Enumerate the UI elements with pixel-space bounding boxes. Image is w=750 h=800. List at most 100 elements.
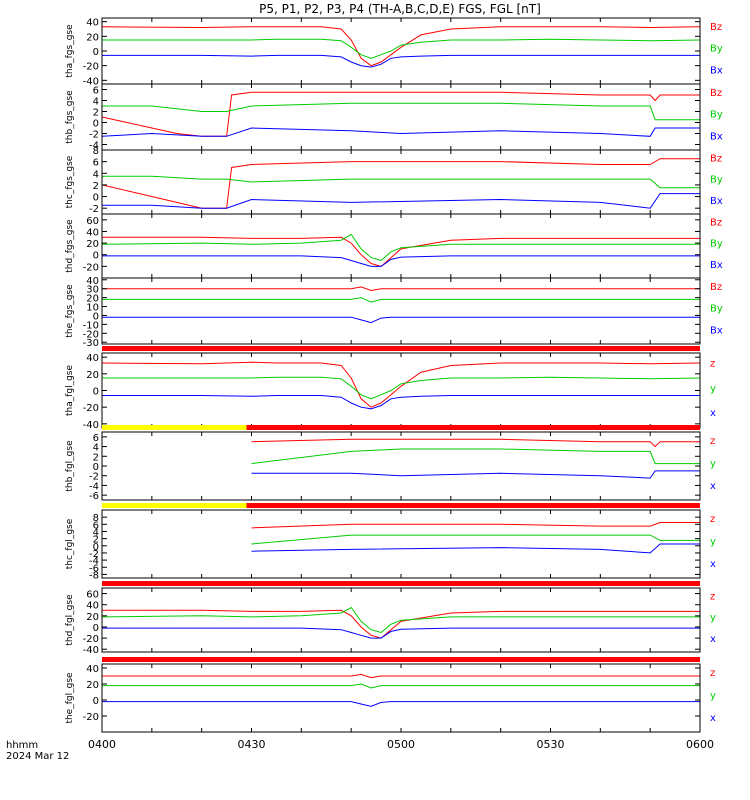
- legend-label: y: [710, 691, 716, 702]
- series-line-bz: [101, 91, 700, 137]
- date-label: 2024 Mar 12: [6, 751, 69, 762]
- y-tick-label: 40: [86, 353, 99, 364]
- y-tick-label: 40: [86, 664, 99, 675]
- panel-ylabel: thc_fgs_gse: [65, 155, 75, 208]
- series-line-y: [102, 376, 701, 400]
- y-tick-label: 0: [93, 387, 99, 398]
- panel-frame: [101, 663, 701, 733]
- y-tick-label: -20: [83, 712, 99, 723]
- series-line-bz: [101, 158, 700, 209]
- legend-label: y: [710, 537, 716, 548]
- status-bar-segment: [246, 425, 700, 430]
- y-tick-label: 20: [86, 32, 99, 43]
- legend-label: y: [710, 383, 716, 394]
- legend-label: z: [710, 436, 715, 447]
- series-line-bx: [102, 316, 700, 324]
- series-line-by: [102, 175, 700, 189]
- legend-label: Bx: [710, 131, 723, 142]
- status-bar-segment: [102, 346, 700, 351]
- series-line-bx: [102, 255, 700, 267]
- panel-frame: [101, 213, 701, 279]
- y-tick-label: 4: [93, 527, 99, 538]
- y-tick-label: -20: [83, 62, 99, 73]
- legend-label: x: [710, 634, 716, 645]
- series-line-bx: [102, 193, 700, 209]
- y-tick-label: 20: [86, 370, 99, 381]
- legend-label: Bx: [710, 196, 723, 207]
- y-tick-label: 2: [93, 108, 99, 119]
- y-tick-label: -8: [89, 570, 99, 581]
- x-tick-label: 0500: [387, 738, 415, 751]
- series-line-z: [251, 438, 700, 448]
- legend-label: x: [710, 408, 716, 419]
- legend-label: Bz: [710, 22, 722, 33]
- y-tick-label: -40: [83, 420, 99, 431]
- x-tick-label: 0400: [88, 738, 116, 751]
- series-line-bz: [102, 286, 700, 292]
- panel-ylabel: thd_fgl_gse: [65, 594, 75, 646]
- panel-tha_fgl_gse: -40 -20 0 20 40 tha_fgl_gse z y x: [65, 346, 716, 431]
- y-tick-label: 0: [93, 47, 99, 58]
- status-bar-segment: [102, 657, 700, 662]
- y-tick-label: 30: [86, 285, 99, 296]
- y-tick-label: 10: [86, 303, 99, 314]
- y-tick-label: 6: [93, 433, 99, 444]
- y-tick-label: -4: [89, 481, 99, 492]
- y-tick-label: 4: [93, 443, 99, 454]
- y-tick-label: -10: [83, 320, 99, 331]
- y-tick-label: 6: [93, 158, 99, 169]
- series-line-y: [101, 606, 700, 634]
- legend-label: x: [710, 559, 716, 570]
- y-tick-label: -40: [83, 76, 99, 87]
- series-line-bz: [102, 236, 700, 267]
- series-line-z: [251, 522, 700, 529]
- series-line-by: [102, 102, 700, 121]
- panel-the_fgl_gse: -20 0 20 40 the_fgl_gse z yx: [65, 657, 716, 733]
- legend-label: z: [710, 514, 715, 525]
- time-axis-label: hhmm: [6, 740, 38, 751]
- series-line-x: [102, 627, 700, 639]
- y-tick-label: -20: [83, 403, 99, 414]
- y-tick-label: 0: [93, 311, 99, 322]
- legend-label: By: [710, 175, 723, 186]
- panel-ylabel: the_fgs_gse: [65, 284, 75, 338]
- panel-tha_fgs_gse: -40 -20 0 20 40 tha_fgs_gse Bz By Bx: [65, 17, 723, 87]
- series-line-bx: [101, 127, 700, 137]
- y-tick-label: 20: [86, 680, 99, 691]
- y-tick-label: 0: [93, 462, 99, 473]
- panel-ylabel: thc_fgl_gse: [65, 518, 75, 569]
- status-bar-segment: [102, 425, 247, 430]
- legend-label: x: [710, 713, 716, 724]
- series-line-by: [101, 233, 700, 262]
- y-tick-label: -2: [89, 204, 99, 215]
- y-tick-label: 8: [93, 513, 99, 524]
- panel-ylabel: thb_fgs_gse: [65, 90, 75, 144]
- series-line-z: [102, 673, 700, 679]
- legend-label: Bx: [710, 260, 723, 271]
- y-tick-label: 60: [86, 216, 99, 227]
- y-tick-label: -6: [89, 491, 99, 502]
- series-line-bx: [102, 54, 700, 68]
- legend-label: z: [710, 668, 715, 679]
- legend-label: Bx: [710, 65, 723, 76]
- legend-label: Bz: [710, 154, 722, 165]
- legend-label: z: [710, 592, 715, 603]
- x-tick-label: 0600: [686, 738, 714, 751]
- y-tick-label: 0: [93, 542, 99, 553]
- y-tick-label: 40: [86, 227, 99, 238]
- legend-label: y: [710, 459, 716, 470]
- y-tick-label: -4: [89, 141, 99, 152]
- panel-ylabel: thd_fgs_gse: [65, 219, 75, 273]
- series-line-x: [102, 701, 700, 707]
- y-tick-label: 4: [93, 97, 99, 108]
- legend-label: y: [710, 613, 716, 624]
- legend-label: By: [710, 304, 723, 315]
- panel-ylabel: tha_fgs_gse: [65, 24, 75, 78]
